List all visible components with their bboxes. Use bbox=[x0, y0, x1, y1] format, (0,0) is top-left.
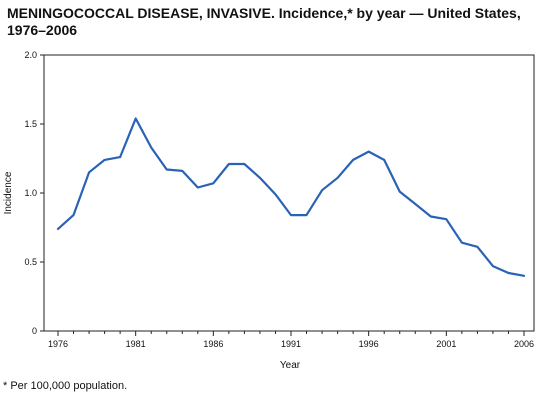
incidence-line bbox=[56, 117, 526, 277]
plot-frame bbox=[43, 54, 535, 332]
y-tick-label: 0.5 bbox=[24, 257, 37, 267]
chart-ticks: 0 0.5 1.0 1.5 2.0 1976 1981 1986 1991 1996 2001 200… bbox=[24, 50, 534, 349]
y-tick-label: 2.0 bbox=[24, 50, 37, 60]
x-tick-label: 1981 bbox=[126, 339, 146, 349]
chart-title: MENINGOCOCCAL DISEASE, INVASIVE. Inciden… bbox=[7, 5, 521, 38]
y-tick-label: 1.0 bbox=[24, 188, 37, 198]
footnote: * Per 100,000 population. bbox=[3, 380, 128, 392]
series-layer bbox=[56, 117, 526, 277]
chart-axes bbox=[43, 54, 535, 332]
y-axis-title: Incidence bbox=[3, 171, 14, 214]
x-axis-title: Year bbox=[280, 360, 301, 371]
x-tick-label: 2006 bbox=[514, 339, 534, 349]
x-tick-label: 2001 bbox=[436, 339, 456, 349]
y-tick-label: 1.5 bbox=[24, 119, 37, 129]
x-tick-label: 1986 bbox=[203, 339, 223, 349]
x-tick-label: 1991 bbox=[281, 339, 301, 349]
y-tick-label: 0 bbox=[32, 326, 37, 336]
x-tick-label: 1996 bbox=[359, 339, 379, 349]
x-tick-label: 1976 bbox=[48, 339, 68, 349]
